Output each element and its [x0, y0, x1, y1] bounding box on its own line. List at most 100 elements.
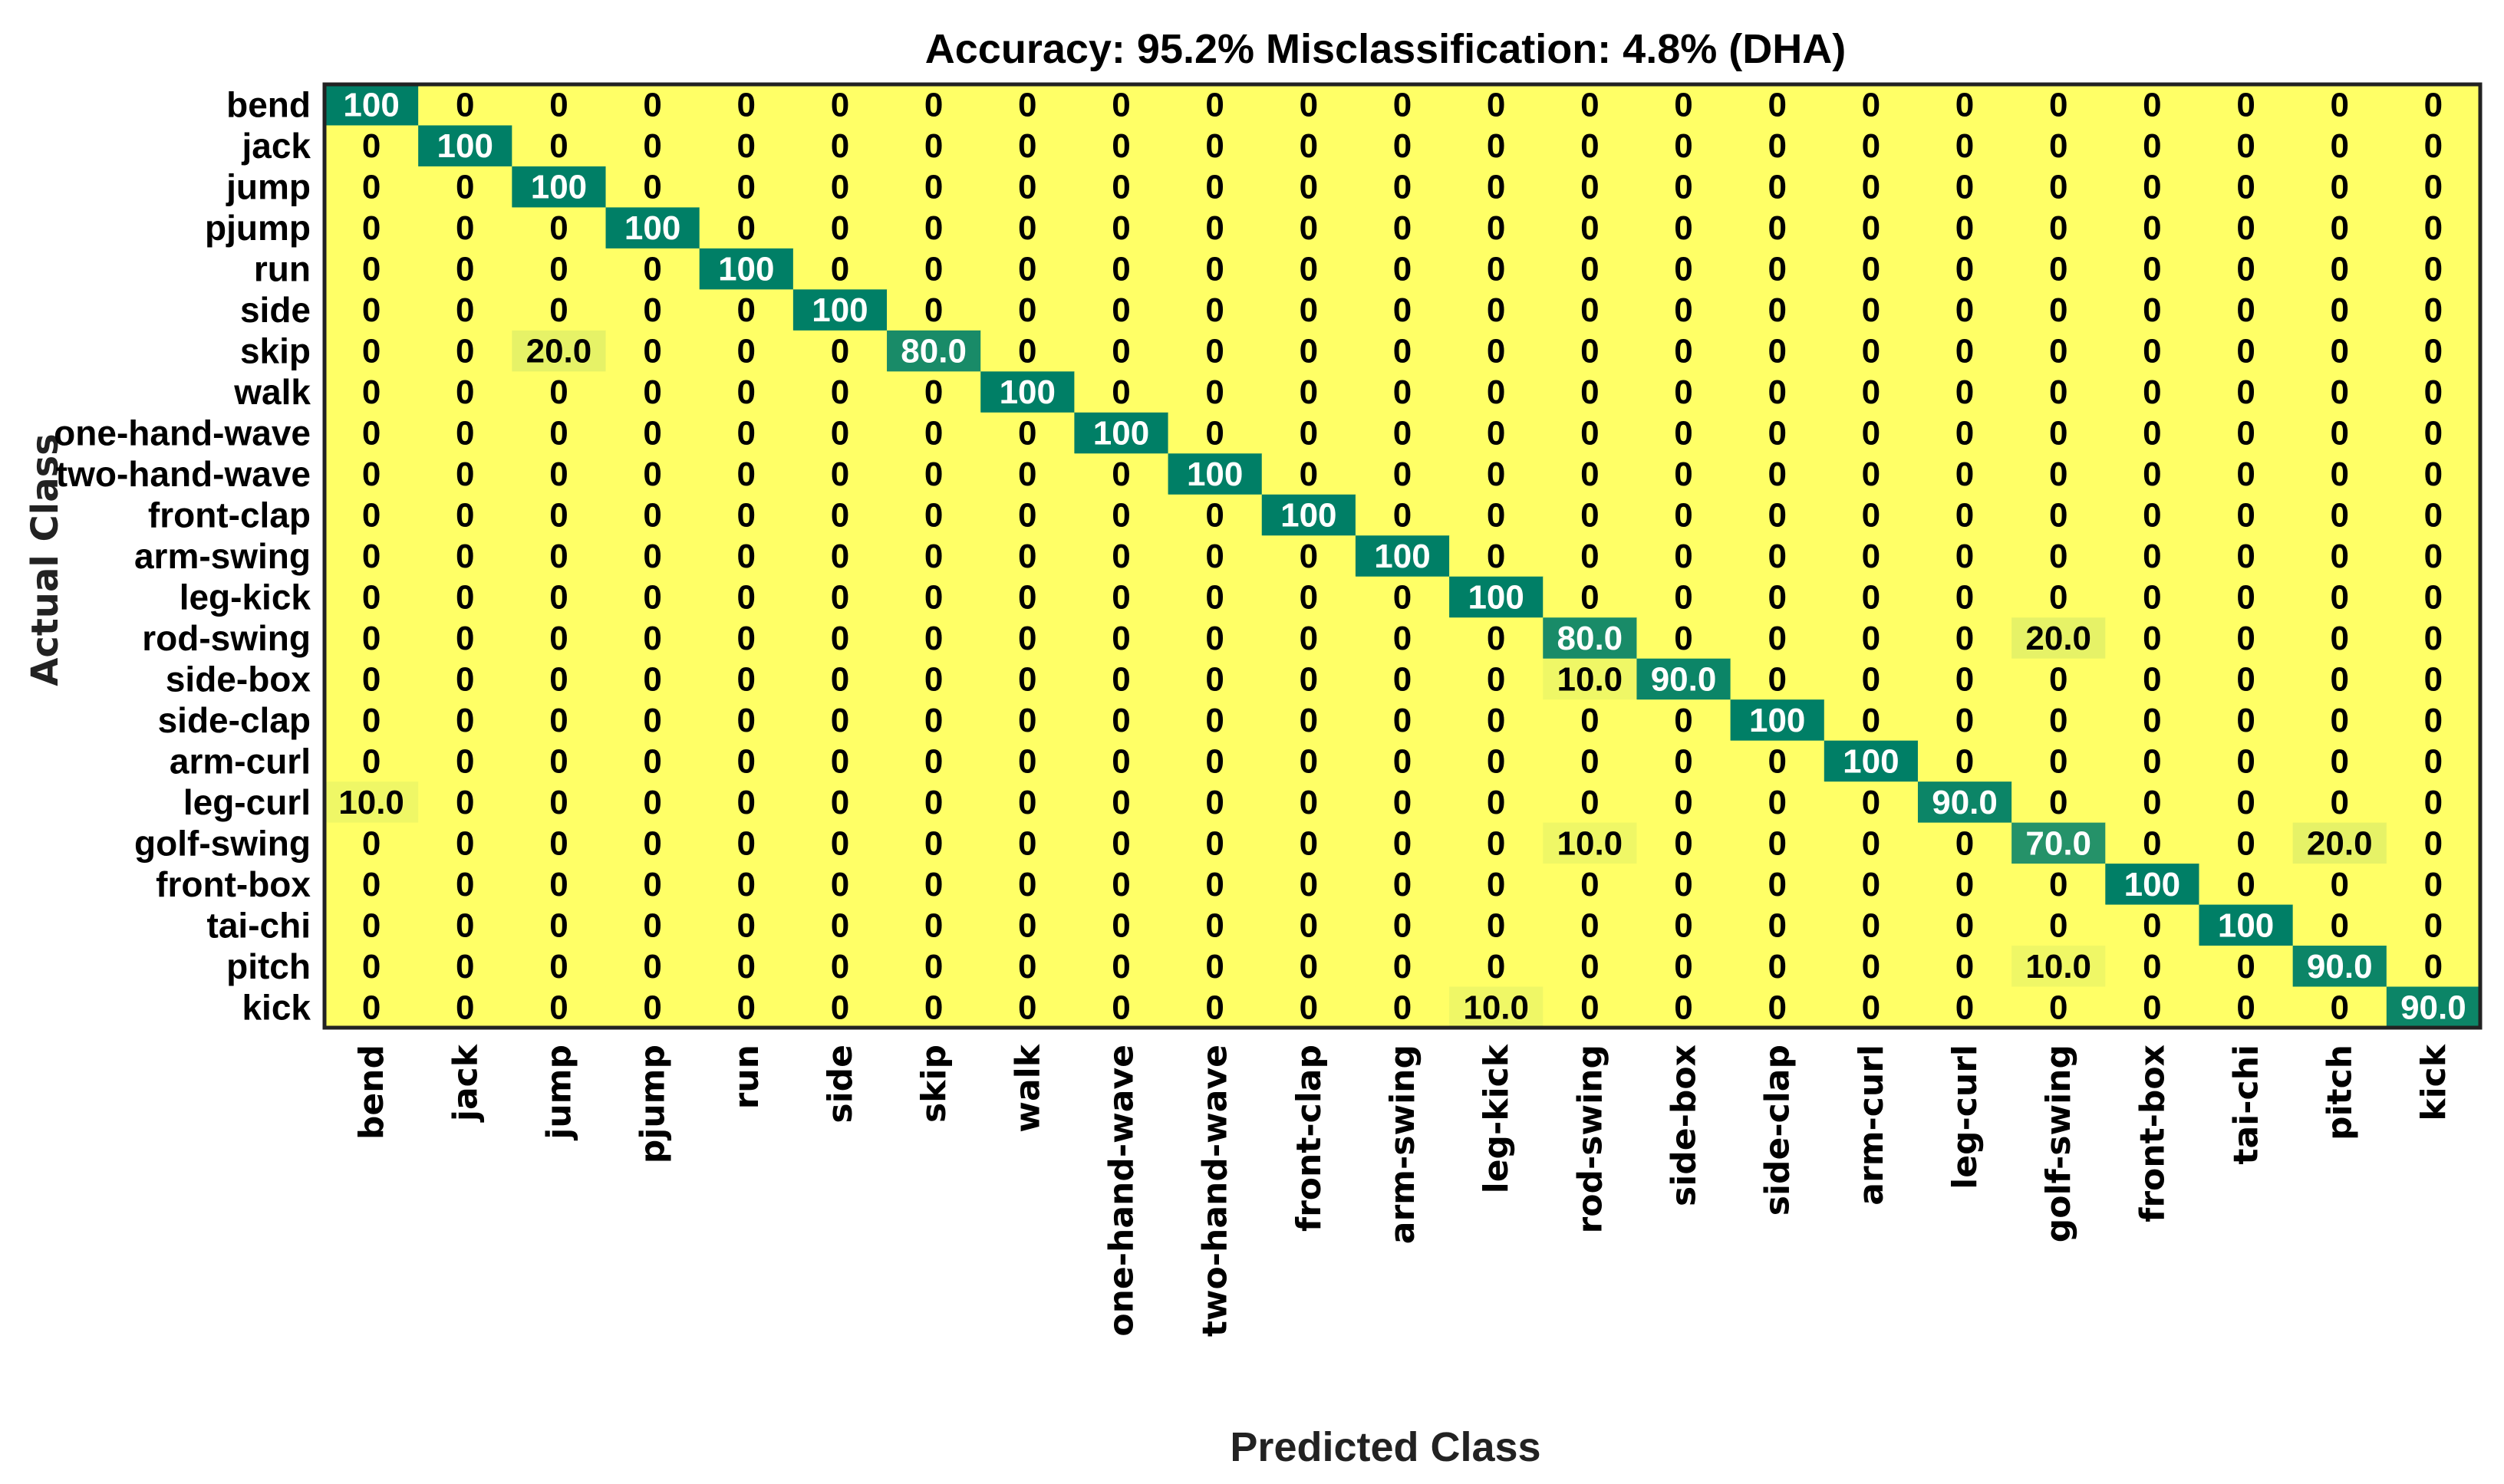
heatmap-cell: [605, 371, 700, 413]
cell-value-label: 0: [737, 415, 756, 452]
heatmap-cell: [887, 576, 981, 618]
heatmap-cell: [2011, 822, 2106, 864]
heatmap-cell: [1355, 864, 1450, 906]
cell-value-label: 0: [831, 87, 849, 124]
heatmap-cell: [980, 946, 1075, 988]
heatmap-cell: [1355, 904, 1450, 946]
cell-value-label: 0: [1674, 456, 1692, 493]
cell-value-label: 0: [831, 538, 849, 575]
cell-value-label: 0: [549, 209, 568, 247]
heatmap-cell: [1636, 371, 1731, 413]
heatmap-cell: [887, 166, 981, 209]
heatmap-cell: [1824, 946, 1919, 988]
cell-value-label: 0: [549, 702, 568, 739]
cell-value-label: 0: [1768, 87, 1786, 124]
heatmap-cell: [1168, 412, 1263, 454]
heatmap-cell: [1168, 986, 1263, 1028]
heatmap-cell: [792, 986, 888, 1028]
heatmap-cell: [699, 453, 794, 495]
cell-value-label: 0: [2049, 989, 2067, 1026]
cell-value-label: 0: [2236, 824, 2255, 862]
heatmap-cell: [1636, 248, 1731, 290]
cell-value-label: 0: [1018, 169, 1036, 206]
heatmap-cell: [2199, 699, 2294, 742]
cell-value-label: 0: [1393, 415, 1412, 452]
y-tick-label: bend: [226, 85, 311, 125]
cell-value-label: 0: [549, 578, 568, 616]
heatmap-cell: [1261, 289, 1356, 331]
heatmap-cell: [699, 946, 794, 988]
cell-value-label: 0: [2424, 87, 2443, 124]
heatmap-cell: [1074, 986, 1169, 1028]
cell-value-label: 0: [1018, 578, 1036, 616]
heatmap-cell: [1355, 248, 1450, 290]
y-tick-label: arm-curl: [170, 741, 311, 781]
heatmap-cell: [887, 864, 981, 906]
heatmap-cell: [2292, 84, 2387, 127]
heatmap-cell: [2199, 822, 2294, 864]
cell-value-label: 0: [456, 415, 474, 452]
heatmap-cell: [1824, 781, 1919, 824]
cell-value-label: 0: [456, 824, 474, 862]
heatmap-cell: [1168, 84, 1263, 127]
cell-value-label: 0: [737, 456, 756, 493]
heatmap-cell: [2011, 494, 2106, 536]
heatmap-cell: [1261, 535, 1356, 577]
heatmap-cell: [2292, 822, 2387, 864]
heatmap-cell: [2011, 740, 2106, 782]
heatmap-cell: [699, 740, 794, 782]
cell-value-label: 0: [2236, 333, 2255, 370]
heatmap-cell: [2105, 248, 2200, 290]
heatmap-cell: [1543, 781, 1638, 824]
cell-value-label: 0: [1580, 578, 1599, 616]
cell-value-label: 0: [2330, 742, 2348, 780]
cell-value-label: 0: [549, 948, 568, 985]
heatmap-cell: [605, 699, 700, 742]
cell-value-label: 0: [1018, 824, 1036, 862]
y-axis-label: Actual Class: [24, 433, 67, 686]
cell-value-label: 0: [2330, 333, 2348, 370]
heatmap-cell: [1730, 617, 1825, 660]
cell-value-label: 0: [2049, 456, 2067, 493]
heatmap-cell: [2105, 535, 2200, 577]
cell-value-label: 0: [549, 620, 568, 657]
heatmap-cell: [1449, 740, 1544, 782]
cell-value-label: 0: [1955, 373, 1974, 411]
cell-value-label: 0: [1768, 660, 1786, 698]
cell-value-label: 0: [1768, 456, 1786, 493]
heatmap-cell: [1636, 864, 1731, 906]
heatmap-cell: [1917, 412, 2012, 454]
cell-value-label: 0: [2049, 169, 2067, 206]
cell-value-label: 0: [2424, 907, 2443, 944]
cell-value-label: 0: [2330, 415, 2348, 452]
cell-value-label: 0: [2143, 824, 2161, 862]
cell-value-label: 0: [1300, 209, 1318, 247]
cell-value-label: 80.0: [1557, 620, 1623, 657]
cell-value-label: 0: [1674, 333, 1692, 370]
heatmap-cell: [1730, 535, 1825, 577]
heatmap-cell: [792, 535, 888, 577]
heatmap-cell: [980, 166, 1075, 209]
cell-value-label: 0: [2236, 87, 2255, 124]
cell-value-label: 0: [1300, 127, 1318, 165]
cell-value-label: 0: [1580, 127, 1599, 165]
heatmap-cell: [1824, 330, 1919, 372]
heatmap-cell: [418, 453, 512, 495]
heatmap-cell: [792, 658, 888, 700]
heatmap-cell: [1730, 412, 1825, 454]
cell-value-label: 0: [924, 456, 943, 493]
heatmap-cell: [1824, 494, 1919, 536]
cell-value-label: 0: [1674, 209, 1692, 247]
x-tick-label: skip: [914, 1045, 954, 1123]
x-tick-label: golf-swing: [2039, 1045, 2078, 1242]
heatmap-cell: [2199, 371, 2294, 413]
heatmap-cell: [512, 986, 607, 1028]
cell-value-label: 0: [362, 415, 381, 452]
cell-value-label: 0: [1018, 127, 1036, 165]
cell-value-label: 0: [1112, 538, 1130, 575]
cell-value-label: 0: [2236, 456, 2255, 493]
cell-value-label: 0: [1205, 702, 1224, 739]
cell-value-label: 0: [924, 620, 943, 657]
heatmap-cell: [2386, 986, 2481, 1028]
